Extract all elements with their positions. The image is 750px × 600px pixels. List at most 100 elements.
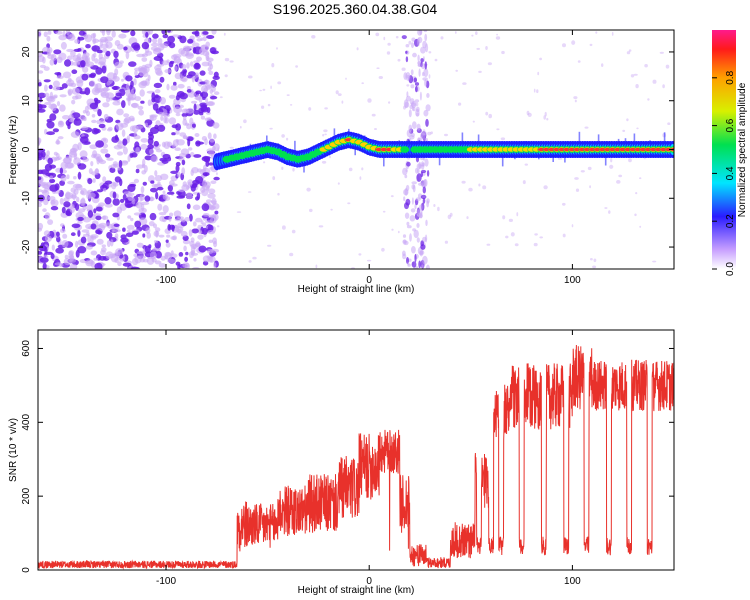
noise-speckle xyxy=(229,146,234,149)
noise-speckle xyxy=(202,227,208,235)
noise-speckle xyxy=(134,70,138,76)
noise-speckle xyxy=(186,203,191,210)
noise-speckle xyxy=(140,201,150,206)
noise-speckle xyxy=(121,30,130,33)
noise-speckle xyxy=(89,144,98,150)
noise-speckle xyxy=(49,175,53,180)
noise-speckle xyxy=(72,183,82,189)
noise-speckle xyxy=(136,164,144,169)
noise-speckle xyxy=(386,51,391,55)
noise-speckle xyxy=(573,96,578,100)
noise-speckle xyxy=(557,157,563,160)
noise-speckle xyxy=(248,260,252,263)
noise-speckle xyxy=(68,154,73,161)
noise-speckle xyxy=(85,245,93,250)
noise-speckle xyxy=(192,204,201,211)
noise-speckle xyxy=(157,203,163,211)
noise-speckle xyxy=(571,224,574,228)
noise-speckle xyxy=(49,113,57,121)
noise-speckle xyxy=(195,196,200,201)
noise-speckle xyxy=(160,173,169,180)
noise-speckle xyxy=(210,180,217,184)
noise-speckle xyxy=(148,30,153,35)
noise-speckle xyxy=(57,136,64,140)
noise-speckle xyxy=(107,126,113,131)
noise-speckle xyxy=(610,158,613,163)
interference-speckle xyxy=(406,91,409,98)
noise-speckle xyxy=(430,131,434,135)
noise-speckle xyxy=(544,111,547,117)
noise-speckle xyxy=(186,86,191,90)
noise-speckle xyxy=(200,104,208,112)
interference-speckle xyxy=(419,204,423,211)
noise-speckle xyxy=(589,43,593,47)
noise-speckle xyxy=(127,194,133,201)
noise-speckle xyxy=(151,92,156,100)
noise-speckle xyxy=(609,164,614,169)
noise-speckle xyxy=(397,58,401,62)
noise-speckle xyxy=(210,95,218,100)
noise-speckle xyxy=(151,183,159,188)
noise-speckle xyxy=(213,262,217,268)
noise-speckle xyxy=(189,61,194,67)
noise-speckle xyxy=(659,51,664,54)
noise-speckle xyxy=(458,102,462,106)
noise-speckle xyxy=(347,202,351,205)
x-tick-label: -100 xyxy=(156,275,176,286)
noise-speckle xyxy=(192,183,198,187)
noise-speckle xyxy=(270,85,272,90)
noise-speckle xyxy=(537,71,540,76)
y-tick-label: 400 xyxy=(21,414,32,431)
noise-speckle xyxy=(38,151,44,159)
noise-speckle xyxy=(611,31,614,36)
noise-speckle xyxy=(178,48,186,55)
interference-speckle xyxy=(411,184,416,190)
interference-speckle xyxy=(406,221,410,226)
y-tick-label: 200 xyxy=(21,487,32,504)
noise-speckle xyxy=(514,243,519,247)
noise-speckle xyxy=(207,248,214,254)
noise-speckle xyxy=(158,212,167,216)
noise-speckle xyxy=(111,30,116,38)
noise-speckle xyxy=(382,210,386,213)
noise-speckle xyxy=(628,49,632,52)
noise-speckle xyxy=(461,180,466,184)
interference-speckle xyxy=(423,30,428,33)
noise-speckle xyxy=(85,259,94,267)
noise-speckle xyxy=(433,204,436,207)
colorbar-tick-label: 0.0 xyxy=(725,262,736,276)
noise-speckle xyxy=(141,57,148,62)
interference-speckle xyxy=(420,58,424,63)
noise-speckle xyxy=(434,58,438,62)
noise-speckle xyxy=(112,191,117,199)
noise-speckle xyxy=(42,190,50,197)
noise-speckle xyxy=(111,136,120,143)
noise-speckle xyxy=(87,178,93,185)
noise-speckle xyxy=(76,196,80,203)
y-tick-label: 0 xyxy=(21,567,32,573)
noise-speckle xyxy=(109,97,114,101)
noise-speckle xyxy=(160,43,169,49)
noise-speckle xyxy=(96,189,104,193)
noise-speckle xyxy=(665,64,670,69)
noise-speckle xyxy=(155,191,159,200)
noise-speckle xyxy=(639,177,642,180)
noise-speckle xyxy=(508,218,513,222)
interference-speckle xyxy=(424,33,428,42)
noise-speckle xyxy=(115,251,121,258)
colorbar-tick-label: 0.4 xyxy=(725,166,736,180)
noise-speckle xyxy=(156,63,165,67)
x-tick-label: 100 xyxy=(564,576,581,587)
noise-speckle xyxy=(202,179,207,188)
noise-speckle xyxy=(84,34,93,43)
noise-speckle xyxy=(66,30,70,36)
noise-speckle xyxy=(211,30,217,35)
noise-speckle xyxy=(636,127,639,130)
interference-speckle xyxy=(406,225,412,229)
noise-speckle xyxy=(74,39,80,44)
noise-speckle xyxy=(330,208,333,211)
noise-speckle xyxy=(175,112,181,117)
noise-speckle xyxy=(178,252,184,257)
noise-speckle xyxy=(163,141,171,150)
